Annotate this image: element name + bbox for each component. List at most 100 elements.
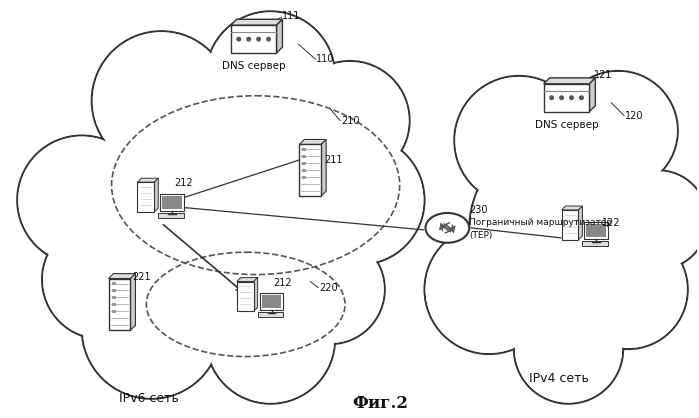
Text: 120: 120 [625, 111, 644, 121]
Polygon shape [154, 178, 158, 212]
Bar [582, 241, 608, 246]
Circle shape [42, 220, 161, 339]
Circle shape [18, 137, 145, 264]
Polygon shape [131, 273, 136, 330]
Circle shape [469, 130, 668, 329]
Circle shape [82, 91, 340, 349]
Polygon shape [544, 78, 596, 84]
Bar [231, 25, 277, 53]
Bar [112, 310, 115, 313]
Text: 221: 221 [132, 272, 151, 282]
Text: 220: 220 [319, 283, 338, 293]
Bar [299, 145, 321, 196]
Circle shape [559, 71, 678, 190]
Bar [561, 210, 579, 240]
Circle shape [92, 31, 231, 170]
Polygon shape [138, 178, 158, 182]
Polygon shape [237, 278, 258, 281]
Polygon shape [579, 206, 582, 240]
Text: 230: 230 [469, 205, 488, 215]
Circle shape [559, 95, 564, 100]
Circle shape [568, 230, 688, 349]
Circle shape [207, 13, 334, 140]
Text: 121: 121 [594, 70, 613, 80]
Circle shape [206, 275, 335, 404]
Bar [237, 281, 254, 311]
Bar [158, 213, 184, 218]
Bar [112, 303, 115, 306]
Polygon shape [321, 140, 326, 196]
Circle shape [569, 95, 574, 100]
Circle shape [256, 37, 261, 42]
Bar [138, 182, 154, 212]
Circle shape [43, 221, 160, 338]
Circle shape [560, 72, 677, 189]
Circle shape [266, 37, 271, 42]
Circle shape [82, 260, 221, 399]
Bar [108, 278, 131, 330]
Bar [544, 84, 589, 112]
Bar [160, 194, 184, 211]
Text: IPv4 сеть: IPv4 сеть [528, 372, 589, 385]
Text: 122: 122 [603, 218, 621, 228]
Circle shape [93, 32, 230, 169]
Circle shape [290, 61, 410, 180]
Circle shape [296, 137, 424, 264]
Bar [162, 196, 182, 209]
Polygon shape [589, 78, 596, 112]
Text: Фиг.2: Фиг.2 [352, 395, 408, 412]
Text: (TEP): (TEP) [469, 231, 493, 240]
Polygon shape [231, 19, 282, 25]
Text: DNS сервер: DNS сервер [222, 61, 285, 71]
Circle shape [579, 95, 584, 100]
Bar [302, 155, 306, 158]
Text: 111: 111 [282, 11, 301, 21]
Circle shape [236, 37, 241, 42]
Circle shape [549, 95, 554, 100]
Circle shape [296, 135, 424, 265]
Bar [302, 162, 306, 165]
Polygon shape [254, 278, 258, 311]
Text: Пограничный маршрутизатор: Пограничный маршрутизатор [469, 219, 612, 227]
Circle shape [608, 170, 699, 270]
Bar [258, 312, 283, 317]
Circle shape [207, 275, 334, 403]
Circle shape [455, 77, 582, 204]
Circle shape [83, 92, 339, 348]
Bar [112, 282, 115, 285]
Circle shape [206, 11, 335, 140]
Text: 210: 210 [341, 116, 359, 125]
Circle shape [515, 296, 622, 403]
Circle shape [454, 76, 584, 205]
Circle shape [246, 37, 251, 42]
Text: 212: 212 [273, 278, 292, 288]
Polygon shape [277, 19, 282, 53]
Ellipse shape [426, 213, 469, 243]
Bar [112, 296, 115, 299]
Circle shape [291, 62, 408, 179]
Bar [302, 176, 306, 179]
Bar [302, 148, 306, 151]
Circle shape [17, 135, 146, 265]
Text: IPv6 сеть: IPv6 сеть [120, 392, 179, 405]
Circle shape [426, 226, 553, 353]
Circle shape [83, 261, 219, 398]
Circle shape [424, 225, 554, 354]
Circle shape [610, 171, 699, 268]
Bar [586, 224, 606, 237]
Text: 212: 212 [174, 178, 193, 188]
Polygon shape [561, 206, 582, 210]
Bar [302, 169, 306, 172]
Bar [261, 296, 282, 308]
Bar [584, 222, 608, 239]
Bar [259, 293, 283, 310]
Text: DNS сервер: DNS сервер [535, 120, 598, 130]
Circle shape [514, 294, 624, 404]
Circle shape [275, 235, 384, 344]
Polygon shape [108, 273, 136, 278]
Bar [112, 289, 115, 292]
Circle shape [470, 132, 667, 328]
Text: 110: 110 [316, 54, 335, 64]
Circle shape [277, 236, 384, 343]
Text: 211: 211 [324, 155, 343, 166]
